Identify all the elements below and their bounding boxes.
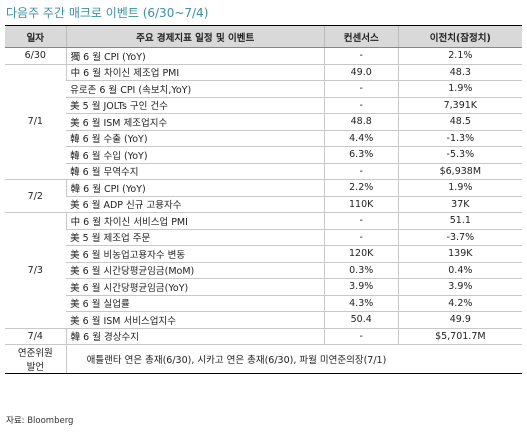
event: 韓 6 월 경상수지: [65, 327, 325, 345]
event: 美 6 월 ISM 제조업지수: [66, 113, 325, 131]
consensus: -: [323, 212, 399, 230]
row: 美 6 월 시간당평균임금(YoY) 3.9% 3.9%: [5, 278, 522, 296]
event: 美 5 월 JOLTs 구인 건수: [66, 96, 325, 114]
consensus: 120K: [323, 245, 399, 263]
column-header: 이전치(잠정치): [397, 25, 522, 48]
event: 美 6 월 ISM 서비스업지수: [66, 311, 325, 329]
consensus: 50.4: [323, 311, 399, 329]
title: 다음주 주간 매크로 이벤트 (6/30~7/4): [6, 6, 209, 20]
previous: 1.9%: [397, 80, 522, 98]
row: 美 5 월 제조업 주문 - -3.7%: [5, 228, 522, 246]
previous: 1.9%: [397, 179, 522, 197]
date-cell: 7/1: [5, 63, 67, 180]
consensus: -: [323, 228, 399, 246]
previous: $5,701.7M: [397, 327, 522, 345]
previous: -3.7%: [397, 228, 522, 246]
label-line: 발언: [26, 362, 45, 373]
speaker-text: 애틀랜타 연은 총재(6/30), 시카고 연은 총재(6/30), 파월 미연…: [65, 344, 522, 374]
row: 美 6 월 ADP 신규 고용자수 110K 37K: [5, 195, 522, 213]
label-line: 연준위원: [17, 348, 53, 359]
consensus: 48.8: [323, 113, 399, 131]
previous: -5.3%: [397, 146, 522, 164]
row: 韓 6 월 무역수지 - $6,938M: [5, 162, 522, 180]
event: 美 6 월 실업률: [66, 294, 325, 312]
consensus: -: [323, 162, 399, 180]
previous: 48.5: [397, 113, 522, 131]
previous: 51.1: [397, 212, 522, 230]
consensus: 4.3%: [323, 294, 399, 312]
row: 美 6 월 ISM 제조업지수 48.8 48.5: [5, 113, 522, 131]
previous: 139K: [397, 245, 522, 263]
consensus: -: [323, 96, 399, 114]
row: 美 6 월 ISM 서비스업지수 50.4 49.9: [5, 311, 522, 329]
previous: 3.9%: [397, 278, 522, 296]
row: 7/2 韓 6 월 CPI (YoY) 2.2% 1.9%: [5, 179, 522, 213]
previous: 4.2%: [397, 294, 522, 312]
previous: $6,938M: [397, 162, 522, 180]
column-header: 주요 경제지표 일정 및 이벤트: [65, 25, 325, 48]
event: 獨 6 월 CPI (YoY): [65, 47, 325, 65]
consensus: 0.3%: [323, 261, 399, 279]
previous: 37K: [397, 195, 522, 213]
row: 韓 6 월 수입 (YoY) 6.3% -5.3%: [5, 146, 522, 164]
event: 韓 6 월 수입 (YoY): [66, 146, 325, 164]
event: 中 6 월 차이신 제조업 PMI: [65, 63, 325, 81]
event: 中 6 월 차이신 서비스업 PMI: [65, 212, 325, 230]
row: 韓 6 월 수출 (YoY) 4.4% -1.3%: [5, 129, 522, 147]
previous: 48.3: [397, 63, 522, 81]
row: 연준위원 발언 애틀랜타 연은 총재(6/30), 시카고 연은 총재(6/30),…: [5, 344, 522, 374]
previous: -1.3%: [397, 129, 522, 147]
header-row: 일자 주요 경제지표 일정 및 이벤트 컨센서스 이전치(잠정치): [5, 25, 522, 48]
event: 유로존 6 월 CPI (속보치,YoY): [66, 80, 325, 98]
column-header: 일자: [5, 25, 67, 48]
row: 유로존 6 월 CPI (속보치,YoY) -1.9%: [5, 80, 522, 98]
row: 美 5 월 JOLTs 구인 건수 -7,391K: [5, 96, 522, 114]
event: 美 6 월 시간당평균임금(YoY): [66, 278, 325, 296]
consensus: -: [323, 47, 399, 65]
column-header: 컨센서스: [323, 25, 399, 48]
consensus: 49.0: [323, 63, 399, 81]
event: 美 6 월 시간당평균임금(MoM): [66, 261, 325, 279]
previous: 2.1%: [397, 47, 522, 65]
event: 韓 6 월 무역수지: [66, 162, 325, 180]
row: 美 6 월 시간당평균임금(MoM) 0.3% 0.4%: [5, 261, 522, 279]
consensus: -: [323, 80, 399, 98]
previous: 0.4%: [397, 261, 522, 279]
consensus: 110K: [323, 195, 399, 213]
row: 美 6 월 실업률 4.3% 4.2%: [5, 294, 522, 312]
date-cell: 7/3: [5, 212, 67, 329]
consensus: 3.9%: [323, 278, 399, 296]
date-cell: 7/4: [5, 327, 67, 345]
table: 일자 주요 경제지표 일정 및 이벤트 컨센서스 이전치(잠정치) 6/30 獨 6 월 …: [5, 25, 522, 374]
row: 7/4 韓 6 월 경상수지 - $5,701.7M: [5, 327, 522, 345]
row: 6/30 獨 6 월 CPI (YoY) -2.1%: [5, 47, 522, 65]
row: 7/1 中 6 월 차이신 제조업 PMI 49.0 48.3: [5, 63, 522, 180]
previous: 7,391K: [397, 96, 522, 114]
consensus: 2.2%: [323, 179, 399, 197]
row: 美 6 월 비농업고용자수 변동 120K 139K: [5, 245, 522, 263]
consensus: -: [323, 327, 399, 345]
event: 韓 6 월 수출 (YoY): [66, 129, 325, 147]
consensus: 4.4%: [323, 129, 399, 147]
event: 美 5 월 제조업 주문: [66, 228, 325, 246]
consensus: 6.3%: [323, 146, 399, 164]
event: 美 6 월 비농업고용자수 변동: [66, 245, 325, 263]
event: 美 6 월 ADP 신규 고용자수: [66, 195, 325, 213]
date-cell: 7/2: [5, 179, 67, 213]
date-cell: 6/30: [5, 47, 67, 65]
event: 韓 6 월 CPI (YoY): [65, 179, 325, 197]
source: 자료: Bloomberg: [6, 416, 74, 426]
row: 7/3 中 6 월 차이신 서비스업 PMI -51.1: [5, 212, 522, 329]
previous: 49.9: [397, 311, 522, 329]
